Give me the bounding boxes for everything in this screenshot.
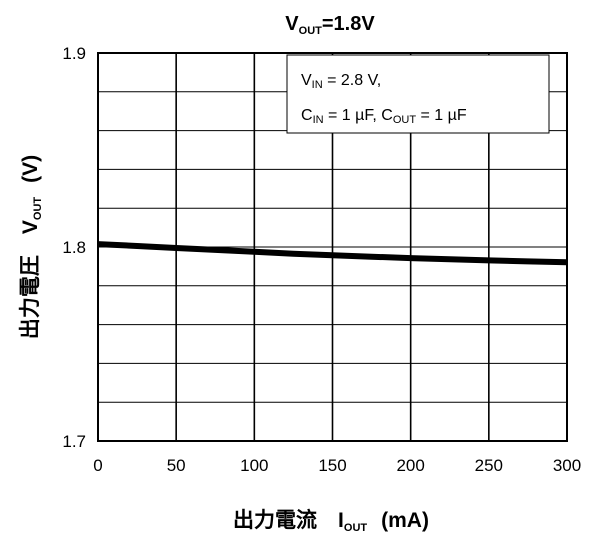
x-tick-label: 300	[553, 456, 581, 475]
series-line	[97, 241, 568, 266]
chart-title: VOUT=1.8V	[285, 13, 375, 37]
series-group	[97, 241, 568, 266]
annotation-line-2: CIN = 1 µF, COUT = 1 µF	[301, 107, 467, 126]
x-tick-label: 0	[93, 456, 102, 475]
y-tick-label: 1.9	[62, 44, 86, 63]
legend-box: VIN = 2.8 V, CIN = 1 µF, COUT = 1 µF	[286, 54, 550, 134]
x-tick-label: 250	[475, 456, 503, 475]
y-tick-labels: 1.7 1.8 1.9	[62, 44, 86, 451]
x-tick-label: 200	[396, 456, 424, 475]
y-tick-label: 1.7	[62, 432, 86, 451]
x-tick-labels: 0 50 100 150 200 250 300	[93, 456, 581, 475]
x-tick-label: 150	[318, 456, 346, 475]
y-tick-label: 1.8	[62, 238, 86, 257]
annotation-box	[286, 54, 550, 134]
x-tick-label: 50	[167, 456, 186, 475]
x-axis-label: 出力電流 IOUT (mA)	[233, 508, 429, 534]
y-axis-label: 出力電圧 VOUT(V)	[19, 155, 44, 339]
annotation-line-1: VIN = 2.8 V,	[301, 72, 381, 91]
x-tick-label: 100	[240, 456, 268, 475]
